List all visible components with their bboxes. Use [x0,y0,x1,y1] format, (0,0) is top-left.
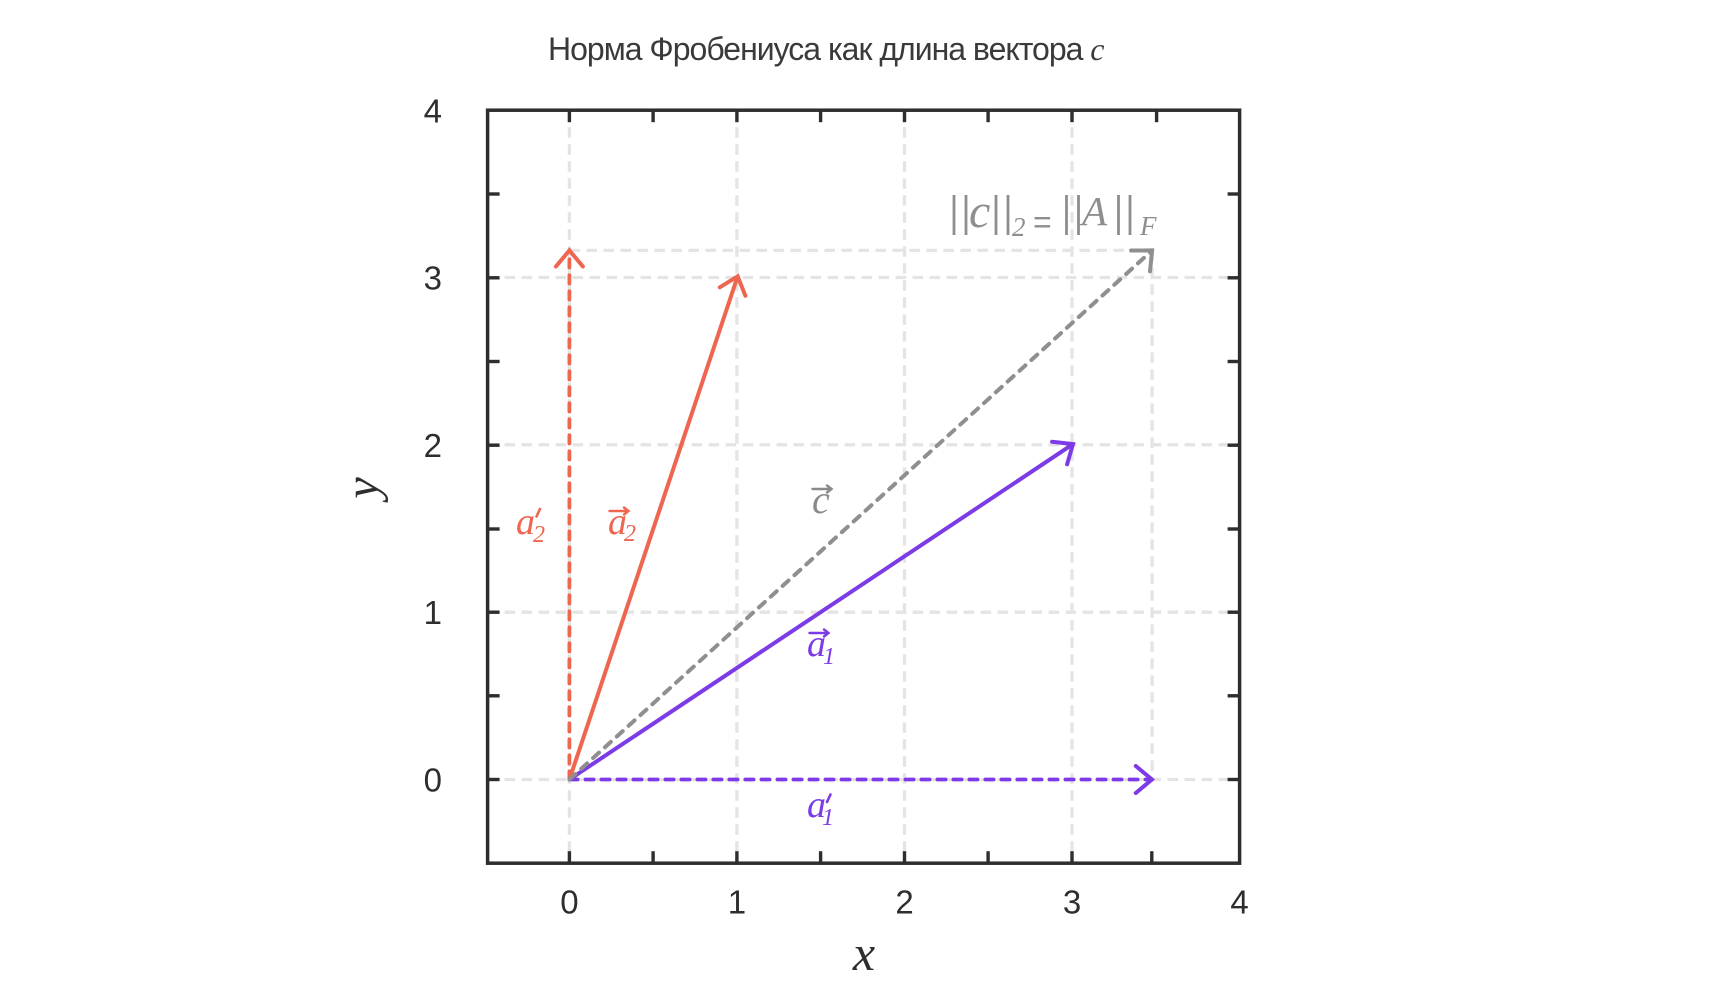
svg-text:1: 1 [822,805,834,831]
svg-text:4: 4 [1230,884,1248,921]
svg-text:1: 1 [424,594,442,631]
svg-text:2: 2 [533,522,545,548]
svg-text:a: a [516,501,535,543]
svg-text:=: = [1033,204,1052,240]
svg-text:y: y [336,477,389,504]
svg-text:2: 2 [1012,212,1026,242]
svg-text:0: 0 [560,884,578,921]
svg-text:3: 3 [424,260,442,297]
svg-text:4: 4 [424,93,442,130]
svg-text:2: 2 [624,521,636,547]
svg-text:1: 1 [728,884,746,921]
svg-text:c: c [812,477,830,522]
svg-text:A: A [1079,188,1108,234]
svg-text:a: a [807,784,826,826]
svg-text:x: x [852,925,875,981]
svg-text:F: F [1139,211,1157,241]
svg-text:Норма Фробениуса как длина век: Норма Фробениуса как длина вектора c [548,31,1104,67]
svg-text:3: 3 [1063,884,1081,921]
svg-text:0: 0 [424,762,442,799]
svg-text:1: 1 [823,644,835,670]
svg-text:c: c [969,185,990,238]
svg-text:2: 2 [895,884,913,921]
svg-text:2: 2 [424,427,442,464]
